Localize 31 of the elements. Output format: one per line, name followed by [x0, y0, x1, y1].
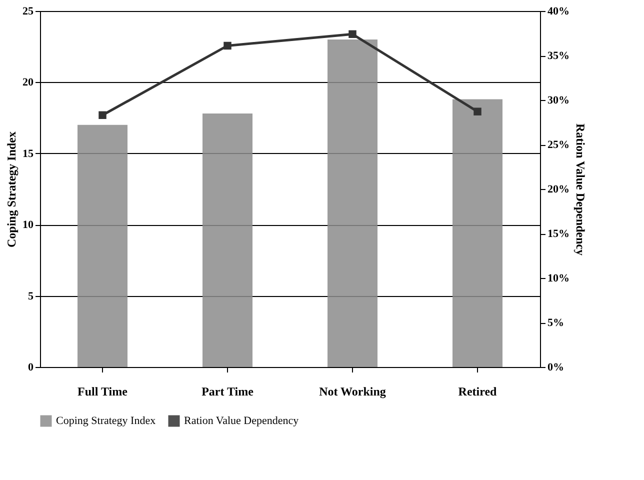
- y2-tick-label: 40%: [548, 6, 570, 18]
- y2-tick-label: 20%: [548, 184, 570, 196]
- y2-tick-label: 15%: [548, 228, 570, 240]
- y2-tick-label: 30%: [548, 94, 570, 106]
- y2-tick-label: 35%: [548, 50, 570, 62]
- point: [98, 111, 106, 120]
- x-tick-label: Not Working: [319, 384, 386, 398]
- bar: [202, 114, 252, 367]
- bar: [78, 124, 128, 367]
- point: [224, 42, 232, 50]
- y2-tick-label: 0%: [548, 362, 564, 374]
- legend-label: Ration Value Dependency: [184, 415, 300, 427]
- y2-tick-label: 10%: [548, 272, 570, 284]
- y-tick-label: 15: [22, 148, 34, 160]
- bar: [452, 99, 502, 367]
- y-tick-label: 10: [22, 219, 34, 232]
- point: [474, 108, 482, 116]
- y-axis-title: Coping Strategy Index: [4, 131, 18, 248]
- x-tick-label: Part Time: [202, 384, 254, 398]
- x-tick-label: Full Time: [78, 384, 128, 398]
- y-tick-label: 5: [28, 290, 34, 302]
- y-tick-label: 25: [22, 6, 34, 18]
- y2-tick-label: 5%: [548, 317, 564, 329]
- point: [348, 30, 356, 38]
- y-tick-label: 0: [28, 362, 34, 374]
- y2-tick-label: 25%: [548, 139, 570, 151]
- x-tick-label: Retired: [458, 384, 498, 398]
- bar: [328, 39, 378, 367]
- y2-axis-title: Ration Value Dependency: [574, 123, 588, 256]
- legend-label: Coping Strategy Index: [56, 415, 156, 427]
- y-tick-label: 20: [22, 76, 34, 89]
